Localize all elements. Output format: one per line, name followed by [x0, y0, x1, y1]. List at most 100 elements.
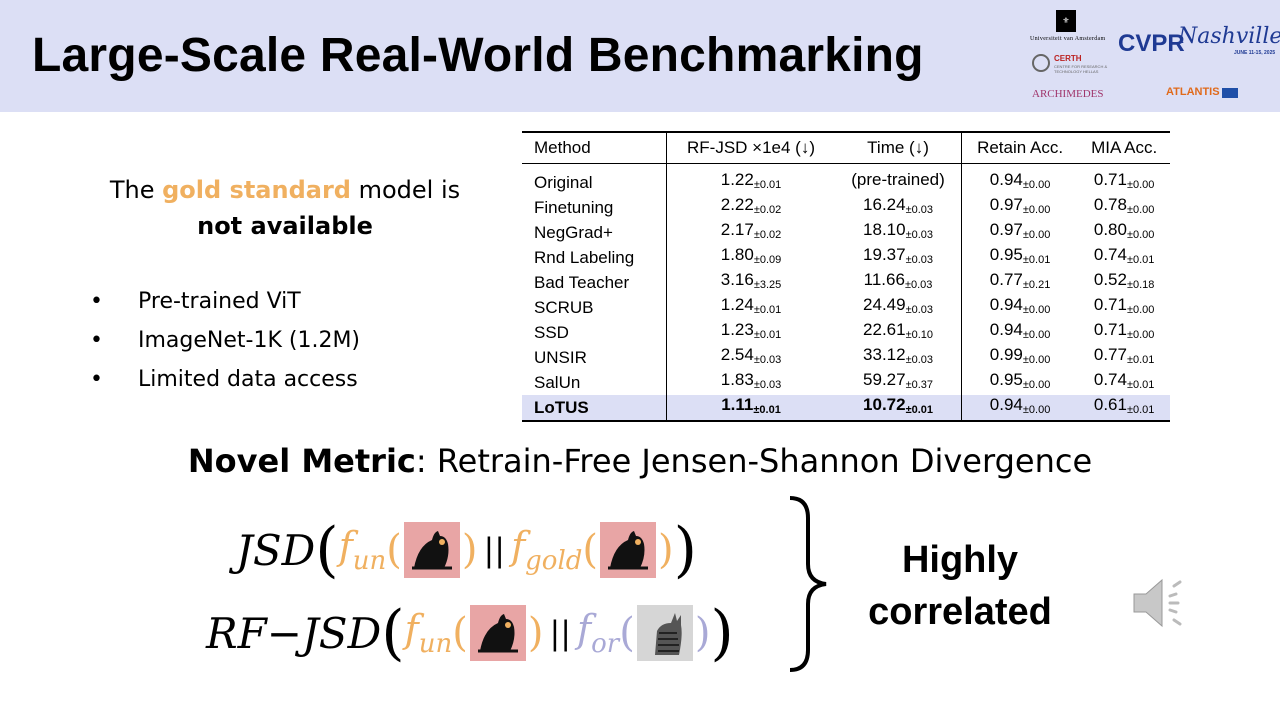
cell-retain-std: ±0.00 [1022, 204, 1051, 216]
cell-rfjsd-value: 1.83 [720, 370, 754, 389]
cell-time-value: (pre-trained) [851, 170, 945, 189]
cell-mia-value: 0.71 [1093, 170, 1127, 189]
novel-metric-bold: Novel Metric [187, 442, 416, 480]
cell-retain: 0.94±0.00 [960, 395, 1079, 422]
cell-mia-std: ±0.01 [1126, 354, 1155, 366]
bullet-item: ImageNet-1K (1.2M) [90, 328, 360, 367]
cell-mia-value: 0.52 [1093, 270, 1127, 289]
cell-method-value: SSD [534, 322, 569, 342]
slide-header: Large-Scale Real-World Benchmarking ⚜ Un… [0, 0, 1280, 112]
cell-rfjsd-std: ±0.01 [753, 179, 782, 191]
table-row: Bad Teacher 3.16±3.25 11.66±0.03 0.77±0.21 0… [522, 270, 1170, 295]
paren: ( [452, 610, 468, 656]
table-row: SCRUB 1.24±0.01 24.49±0.03 0.94±0.00 0.71±0.… [522, 295, 1170, 320]
cell-retain-std: ±0.00 [1022, 329, 1051, 341]
col-header-time: Time (↓) [835, 131, 962, 164]
table-row: SSD 1.23±0.01 22.61±0.10 0.94±0.00 0.71 ±0.00 [522, 320, 1170, 345]
cell-retain: 0.94±0.00 [960, 163, 1079, 195]
cell-retain-value: 0.97 [989, 195, 1023, 214]
cell-rfjsd-value: 1.80 [720, 245, 754, 264]
cell-mia-std: ±0.18 [1126, 279, 1155, 291]
black-cat-icon [403, 522, 460, 578]
cell-time-std: ±0.03 [905, 204, 934, 216]
cell-time-std: ±0.10 [905, 329, 934, 341]
cell-time-value: 22.61 [863, 320, 906, 339]
cvpr-city-text: Nashville [1178, 24, 1280, 49]
cell-mia: 0.71±0.00 [1078, 295, 1170, 320]
cell-mia: 0.61±0.01 [1078, 395, 1170, 422]
cell-rfjsd-std: ±0.01 [753, 404, 781, 416]
cell-retain-std: ±0.00 [1022, 379, 1051, 391]
cell-retain-value: 0.99 [989, 345, 1023, 364]
cell-rfjsd: 1.83±0.03 [665, 370, 836, 395]
cell-time-value: 16.24 [863, 195, 906, 214]
tabby-cat-icon [636, 605, 693, 661]
cell-mia-std: ±0.01 [1126, 379, 1155, 391]
speaker-icon[interactable] [1130, 572, 1192, 634]
cell-time-std: ±0.03 [905, 254, 934, 266]
cell-rfjsd-value: 1.22 [720, 170, 754, 189]
cell-method-value: SCRUB [534, 297, 594, 317]
f-symbol: f [338, 524, 353, 568]
col-header-mia: MIA Acc. [1078, 131, 1170, 164]
f-symbol: f [404, 607, 419, 651]
cell-retain-value: 0.94 [989, 320, 1023, 339]
paren: ) [461, 527, 478, 573]
table-row: Rnd Labeling 1.80±0.09 19.37±0.03 0.95±0.01… [522, 245, 1170, 270]
setup-bullet-list: Pre-trained ViT ImageNet-1K (1.2M) Limit… [90, 289, 360, 406]
col-header-method: Method [522, 131, 667, 164]
cell-mia-std: ±0.00 [1126, 229, 1155, 241]
novel-metric-heading: Novel Metric: Retrain-Free Jensen-Shanno… [0, 442, 1280, 480]
logos-area: ⚜ Universiteit van Amsterdam CERTH CENTR… [1028, 6, 1280, 106]
cell-retain-value: 0.95 [989, 370, 1023, 389]
cell-mia-value: 0.71 [1093, 320, 1127, 339]
cell-mia: 0.74±0.01 [1078, 245, 1170, 270]
cell-rfjsd: 1.80±0.09 [665, 245, 836, 270]
gold-note-pre: The [109, 176, 163, 204]
cell-time-value: 18.10 [863, 220, 906, 239]
cell-method: Original [522, 164, 666, 196]
cell-rfjsd: 1.22±0.01 [665, 163, 836, 195]
cell-retain: 0.99±0.00 [960, 345, 1079, 370]
certh-logo-subtext: CENTRE FOR RESEARCH & TECHNOLOGY HELLAS [1054, 64, 1108, 74]
table-header-row: Method RF-JSD ×1e4 (↓) Time (↓) Retain A… [522, 131, 1170, 164]
cell-retain: 0.95±0.00 [960, 370, 1079, 395]
uva-logo-icon: ⚜ [1056, 10, 1076, 32]
cell-rfjsd-value: 1.11 [721, 395, 754, 414]
cell-rfjsd-std: ±3.25 [753, 279, 782, 291]
cell-time: (pre-trained) [835, 164, 961, 196]
cell-rfjsd: 1.11±0.01 [665, 395, 836, 422]
cell-rfjsd-std: ±0.01 [753, 329, 782, 341]
right-curly-brace [789, 496, 827, 672]
formula-paren-open: ( [315, 515, 339, 585]
black-cat-icon [469, 605, 526, 661]
results-table: Method RF-JSD ×1e4 (↓) Time (↓) Retain A… [522, 131, 1170, 422]
cell-rfjsd-std: ±0.09 [753, 254, 782, 266]
cell-retain: 0.95±0.01 [960, 245, 1079, 270]
cell-time-std: ±0.37 [905, 379, 934, 391]
formula-paren-open: ( [381, 598, 405, 668]
uva-logo-text: Universiteit van Amsterdam [1030, 36, 1106, 42]
cell-rfjsd-value: 2.17 [720, 220, 754, 239]
cell-time-std: ±0.03 [905, 354, 934, 366]
cell-mia: 0.77±0.01 [1078, 345, 1170, 370]
cell-mia: 0.78±0.00 [1078, 195, 1170, 220]
cell-method-value: Bad Teacher [534, 272, 630, 292]
jsd-formula: JSD ( fun ( ) || fgold ( ) ) [236, 510, 697, 590]
sub-or: or [591, 629, 620, 659]
cell-time: 24.49±0.03 [835, 295, 961, 320]
cell-method-value: NegGrad+ [534, 222, 613, 242]
cvpr-logo-text: CVPR [1118, 30, 1185, 57]
cell-retain-value: 0.94 [989, 170, 1023, 189]
cell-retain: 0.94±0.00 [960, 295, 1079, 320]
cell-time-std: ±0.03 [905, 229, 934, 241]
cell-rfjsd: 1.23±0.01 [665, 320, 836, 345]
cell-retain: 0.97±0.00 [960, 220, 1079, 245]
table-row: Finetuning 2.22±0.02 16.24±0.03 0.97±0.00 0.… [522, 195, 1170, 220]
cell-retain-std: ±0.00 [1022, 404, 1051, 416]
cell-retain: 0.94±0.00 [960, 320, 1079, 345]
cell-rfjsd-std: ±0.03 [753, 354, 782, 366]
bullet-item: Limited data access [90, 367, 360, 406]
cell-rfjsd-std: ±0.01 [753, 304, 782, 316]
not-available-text: not available [197, 212, 373, 240]
